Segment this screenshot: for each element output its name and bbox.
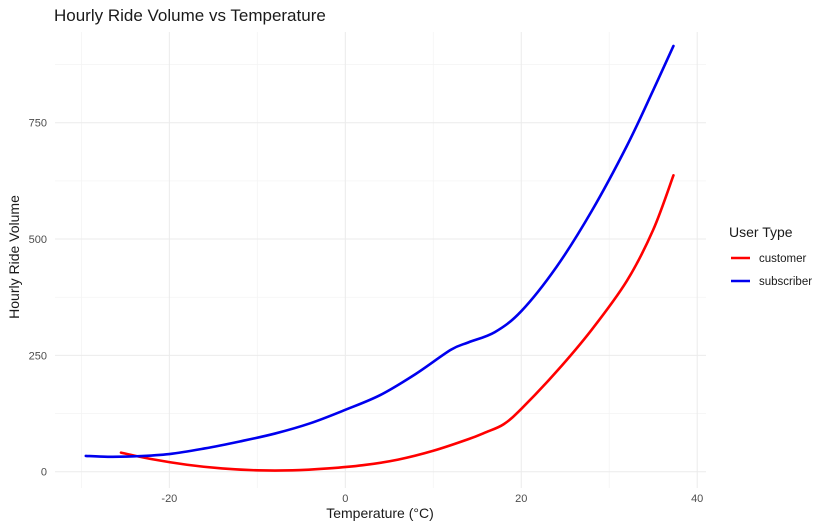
- legend-label-customer: customer: [759, 253, 806, 265]
- legend-items: customer subscriber: [731, 253, 812, 288]
- legend-label-subscriber: subscriber: [759, 276, 812, 288]
- series-line-subscriber: [84, 44, 675, 459]
- y-tick-label: 0: [41, 467, 47, 479]
- chart-title: Hourly Ride Volume vs Temperature: [54, 6, 326, 25]
- x-tick-label: 40: [691, 493, 703, 505]
- legend: User Type customer subscriber: [729, 224, 812, 288]
- legend-title: User Type: [729, 224, 793, 240]
- y-tick-label: 750: [29, 118, 47, 130]
- x-tick-label: 0: [342, 493, 348, 505]
- major-gridlines: [55, 32, 706, 488]
- x-axis-tick-labels: -20 0 20 40: [161, 493, 703, 505]
- x-tick-label: -20: [161, 493, 177, 505]
- minor-gridlines: [55, 32, 706, 488]
- series-line-customer: [119, 174, 675, 472]
- y-axis-tick-labels: 0 250 500 750: [29, 118, 47, 479]
- y-axis-title: Hourly Ride Volume: [6, 195, 22, 319]
- series-lines: [84, 44, 675, 472]
- x-tick-label: 20: [515, 493, 527, 505]
- y-tick-label: 250: [29, 350, 47, 362]
- y-tick-label: 500: [29, 234, 47, 246]
- x-axis-title: Temperature (°C): [326, 505, 434, 521]
